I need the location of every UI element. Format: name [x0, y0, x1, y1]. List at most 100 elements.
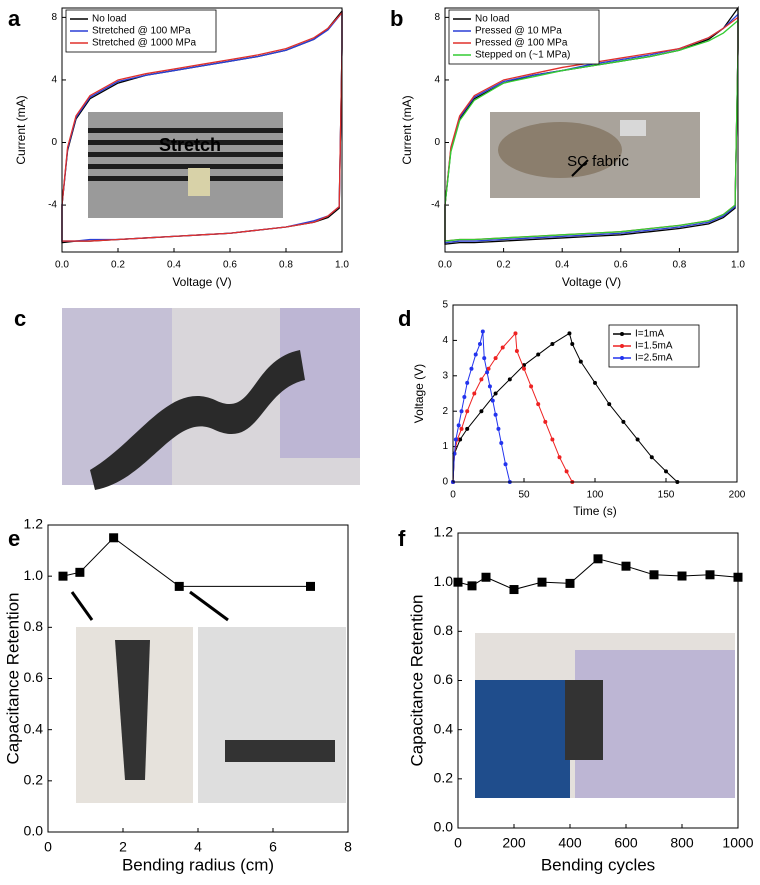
plot-frame	[444, 7, 739, 253]
fiber	[88, 164, 283, 169]
legend-label: Pressed @ 100 MPa	[475, 38, 568, 49]
series-line	[452, 332, 678, 483]
y-tick-label: 4	[442, 335, 448, 346]
x-tick-label: 8	[344, 839, 352, 855]
marker	[635, 437, 640, 442]
panel-label: e	[8, 526, 20, 551]
panel-label: f	[398, 526, 406, 551]
marker	[536, 402, 541, 407]
marker	[459, 409, 464, 414]
marker	[593, 380, 597, 385]
x-tick-label: 0.6	[223, 260, 237, 271]
marker	[472, 391, 477, 396]
marker	[565, 578, 575, 588]
y-tick-label: 0.2	[434, 770, 454, 786]
marker	[493, 412, 498, 417]
marker	[473, 352, 478, 357]
marker	[503, 462, 508, 467]
y-tick-label: 0	[434, 137, 440, 148]
x-tick-label: 1.0	[731, 260, 745, 271]
y-tick-label: 3	[442, 370, 448, 381]
marker	[493, 391, 498, 396]
y-axis-label: Capacitance Retention	[3, 592, 22, 764]
marker	[593, 554, 603, 564]
arrow	[70, 591, 94, 621]
x-tick-label: 200	[502, 835, 526, 851]
y-tick-label: 2	[442, 406, 448, 417]
y-tick-label: -4	[431, 200, 440, 211]
sleeve	[475, 680, 570, 798]
x-tick-label: 0.8	[672, 260, 686, 271]
marker	[543, 419, 548, 424]
marker	[479, 409, 484, 414]
series-line	[452, 332, 573, 483]
plot-frame	[452, 304, 738, 483]
y-tick-label: 0	[51, 137, 57, 148]
marker	[482, 356, 487, 361]
marker	[570, 341, 575, 346]
marker	[677, 571, 687, 581]
arrow	[189, 590, 229, 622]
x-tick-label: 0	[44, 839, 52, 855]
x-axis-label: Voltage (V)	[562, 275, 621, 289]
chart: b Voltage (V) Current (mA) 0.0 0.2 0.4 0.6 0.8 1…	[390, 6, 745, 289]
marker	[507, 377, 512, 382]
x-tick-label: 150	[658, 490, 675, 501]
legend-box	[608, 324, 700, 368]
panel-label: a	[8, 6, 21, 31]
x-tick-label: 0	[450, 490, 456, 501]
x-tick-label: 0.0	[438, 260, 452, 271]
x-tick-label: 0.0	[55, 260, 69, 271]
marker	[465, 409, 470, 414]
y-tick-label: 1.0	[24, 567, 44, 583]
marker	[496, 426, 501, 431]
x-tick-label: 0.2	[111, 260, 125, 271]
fabric	[90, 350, 305, 490]
x-tick-label: 0.2	[497, 260, 511, 271]
x-tick-label: 0.4	[167, 260, 181, 271]
legend-box	[448, 9, 600, 65]
marker	[465, 380, 470, 385]
y-tick-label: 0.6	[24, 669, 44, 685]
chart: f Bending cycles Capacitance Retention 0 200…	[398, 524, 754, 875]
photo-c	[62, 308, 360, 490]
annotation: SC fabric	[567, 153, 629, 170]
x-tick-label: 100	[587, 490, 604, 501]
legend-label: No load	[92, 14, 126, 25]
marker	[480, 329, 485, 334]
marker	[490, 398, 495, 403]
marker	[536, 352, 541, 357]
arrow	[571, 159, 589, 177]
marker	[557, 455, 562, 460]
legend-label: I=2.5mA	[635, 353, 673, 364]
marker	[453, 437, 458, 442]
marker	[607, 402, 612, 407]
marker	[477, 341, 482, 346]
marker	[550, 341, 555, 346]
marker	[500, 345, 505, 350]
y-tick-label: 8	[51, 12, 57, 23]
marker	[306, 581, 315, 591]
legend-label: Pressed @ 10 MPa	[475, 26, 562, 37]
y-tick-label: 0.0	[434, 819, 454, 835]
x-tick-label: 200	[729, 490, 746, 501]
legend-label: I=1mA	[635, 329, 665, 340]
marker	[649, 455, 654, 460]
fiber	[88, 176, 283, 181]
marker	[567, 331, 572, 336]
legend-label: Stretched @ 1000 MPa	[92, 38, 197, 49]
legend-label: Stretched @ 100 MPa	[92, 26, 191, 37]
x-tick-label: 0.6	[614, 260, 628, 271]
marker	[578, 359, 583, 364]
y-axis-label: Current (mA)	[14, 95, 28, 164]
panel-label: c	[14, 306, 26, 331]
x-tick-label: 4	[194, 839, 202, 855]
shoe	[498, 122, 622, 178]
x-axis-label: Time (s)	[573, 504, 617, 518]
marker	[109, 533, 119, 543]
marker	[459, 426, 464, 431]
x-axis-label: Bending cycles	[541, 855, 655, 874]
marker	[499, 441, 504, 446]
y-axis-label: Capacitance Retention	[407, 594, 426, 766]
y-tick-label: 1.2	[24, 516, 44, 532]
